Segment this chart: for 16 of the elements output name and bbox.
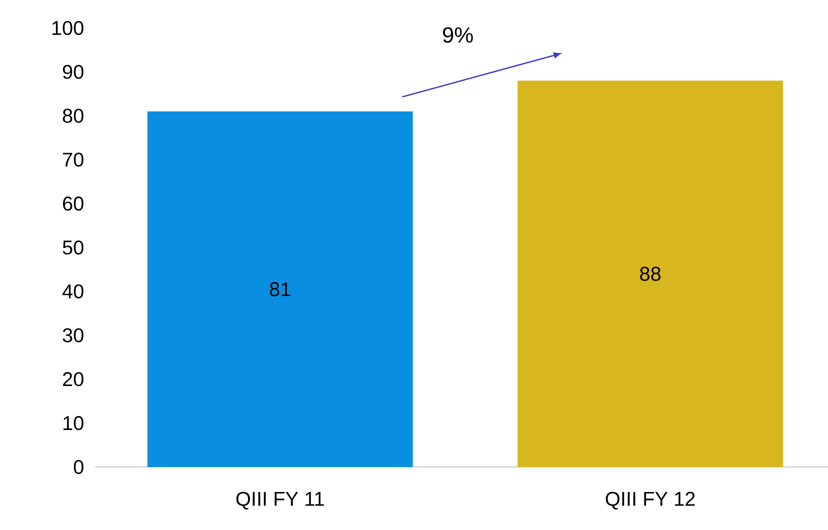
x-tick-label: QIII FY 12 — [606, 492, 695, 510]
annotation: 9% — [443, 27, 473, 43]
data-label: 88 — [640, 266, 661, 281]
data-label: 81 — [270, 282, 290, 296]
y-tick-label: 20 — [63, 372, 84, 386]
x-tick-label: QIII FY 11 — [236, 492, 324, 510]
y-tick-label: 80 — [62, 108, 84, 123]
y-tick-label: 60 — [63, 196, 84, 211]
y-tick-label: 0 — [74, 460, 84, 474]
y-tick-label: 90 — [62, 64, 84, 79]
y-tick-label: 70 — [63, 152, 84, 167]
y-tick-label: 10 — [64, 416, 84, 430]
y-tick-label: 50 — [62, 240, 84, 255]
y-tick-label: 30 — [62, 328, 84, 342]
y-tick-label: 100 — [52, 20, 84, 36]
y-tick-label: 40 — [62, 284, 84, 298]
